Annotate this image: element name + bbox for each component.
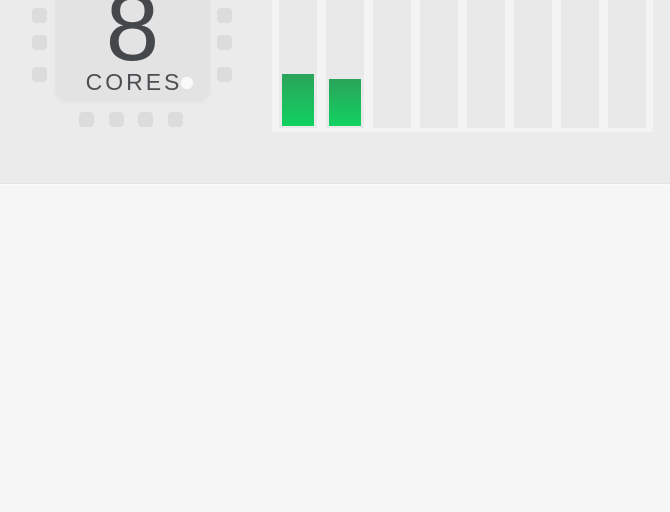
core-meter-track: [373, 0, 411, 128]
chip-pin: [32, 67, 47, 82]
cpu-panel: 8 CORES: [0, 0, 670, 184]
chip-pin: [32, 8, 47, 23]
core-count-label: CORES: [85, 69, 183, 95]
core-count: 8: [105, 0, 160, 81]
core-usage-meters: [272, 0, 653, 132]
core-meter-track: [420, 0, 458, 128]
status-panel: All applications are very snappy during …: [0, 184, 670, 512]
core-meter-track: [608, 0, 646, 128]
chip-indicator-dot: [181, 77, 193, 89]
chip-pin: [109, 112, 124, 127]
chip-body: 8 CORES: [55, 0, 210, 101]
chip-pin: [168, 112, 183, 127]
chip-pin: [138, 112, 153, 127]
core-usage-bar: [329, 79, 361, 126]
chip-pin: [32, 35, 47, 50]
core-meter-track: [467, 0, 505, 128]
chip-pin: [217, 8, 232, 23]
chip-pin: [217, 35, 232, 50]
chip-pin: [79, 112, 94, 127]
core-meter-track: [326, 0, 364, 128]
core-meter-track: [561, 0, 599, 128]
core-meter-track: [514, 0, 552, 128]
cpu-chip-graphic: 8 CORES: [0, 0, 260, 183]
core-usage-bar: [282, 74, 314, 126]
core-meter-track: [279, 0, 317, 128]
chip-pin: [217, 67, 232, 82]
